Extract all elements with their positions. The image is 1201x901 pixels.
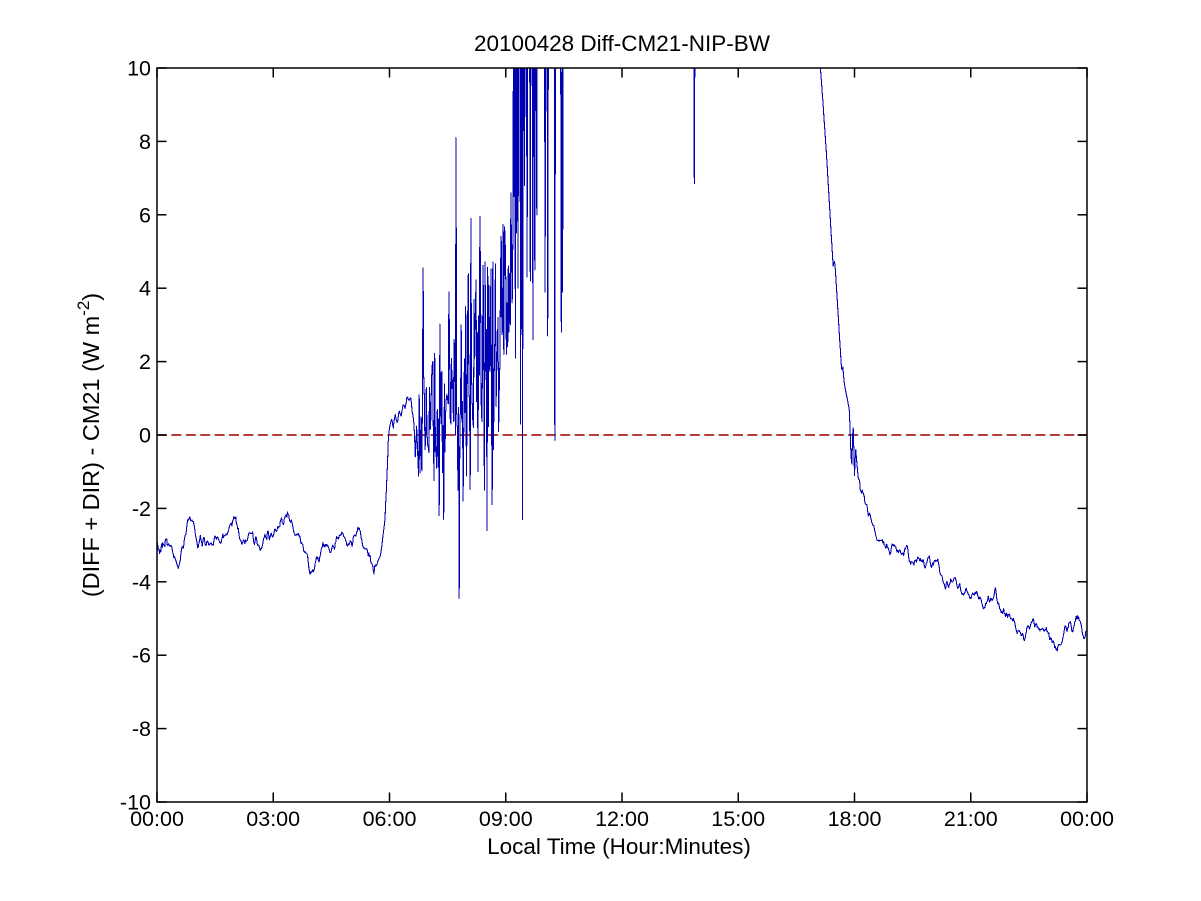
svg-text:8: 8 <box>139 130 151 154</box>
svg-text:(DIFF + DIR) - CM21 (W m-2): (DIFF + DIR) - CM21 (W m-2) <box>74 293 104 597</box>
svg-text:03:00: 03:00 <box>246 807 300 831</box>
svg-text:0: 0 <box>139 424 151 448</box>
svg-text:6: 6 <box>139 203 151 227</box>
svg-text:15:00: 15:00 <box>711 807 765 831</box>
svg-text:00:00: 00:00 <box>130 807 184 831</box>
svg-text:06:00: 06:00 <box>363 807 417 831</box>
svg-text:00:00: 00:00 <box>1060 807 1114 831</box>
svg-text:-4: -4 <box>132 570 151 594</box>
svg-text:12:00: 12:00 <box>595 807 649 831</box>
svg-text:20100428 Diff-CM21-NIP-BW: 20100428 Diff-CM21-NIP-BW <box>474 31 771 56</box>
svg-text:-10: -10 <box>120 791 151 815</box>
svg-text:Local Time (Hour:Minutes): Local Time (Hour:Minutes) <box>487 834 751 859</box>
svg-text:-8: -8 <box>132 717 151 741</box>
svg-text:2: 2 <box>139 350 151 374</box>
svg-text:18:00: 18:00 <box>828 807 882 831</box>
svg-text:-2: -2 <box>132 497 151 521</box>
svg-text:-6: -6 <box>132 644 151 668</box>
svg-text:10: 10 <box>127 57 151 81</box>
svg-text:21:00: 21:00 <box>944 807 998 831</box>
svg-text:09:00: 09:00 <box>479 807 533 831</box>
svg-text:4: 4 <box>139 277 151 301</box>
